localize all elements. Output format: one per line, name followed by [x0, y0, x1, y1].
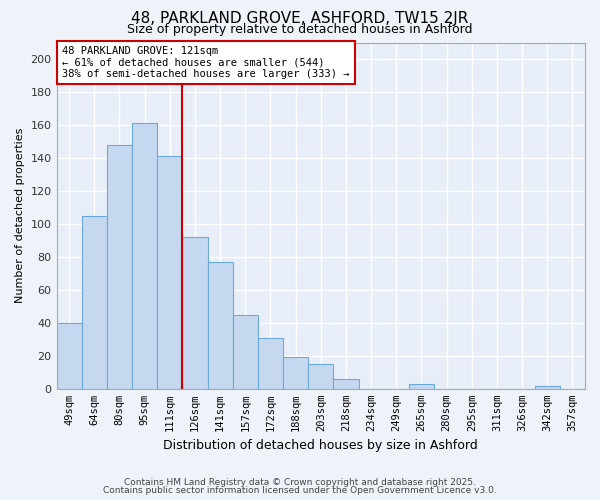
Bar — [409, 384, 434, 389]
Bar — [233, 314, 258, 389]
Bar — [258, 338, 283, 389]
Text: 48 PARKLAND GROVE: 121sqm
← 61% of detached houses are smaller (544)
38% of semi: 48 PARKLAND GROVE: 121sqm ← 61% of detac… — [62, 46, 349, 79]
Bar — [535, 386, 560, 389]
Bar — [56, 323, 82, 389]
Bar — [157, 156, 182, 389]
X-axis label: Distribution of detached houses by size in Ashford: Distribution of detached houses by size … — [163, 440, 478, 452]
Text: Size of property relative to detached houses in Ashford: Size of property relative to detached ho… — [127, 22, 473, 36]
Bar — [308, 364, 334, 389]
Bar — [107, 144, 132, 389]
Bar — [283, 358, 308, 389]
Bar — [82, 216, 107, 389]
Bar — [182, 237, 208, 389]
Text: Contains public sector information licensed under the Open Government Licence v3: Contains public sector information licen… — [103, 486, 497, 495]
Text: Contains HM Land Registry data © Crown copyright and database right 2025.: Contains HM Land Registry data © Crown c… — [124, 478, 476, 487]
Bar — [132, 124, 157, 389]
Bar — [334, 379, 359, 389]
Text: 48, PARKLAND GROVE, ASHFORD, TW15 2JR: 48, PARKLAND GROVE, ASHFORD, TW15 2JR — [131, 11, 469, 26]
Y-axis label: Number of detached properties: Number of detached properties — [15, 128, 25, 304]
Bar — [208, 262, 233, 389]
